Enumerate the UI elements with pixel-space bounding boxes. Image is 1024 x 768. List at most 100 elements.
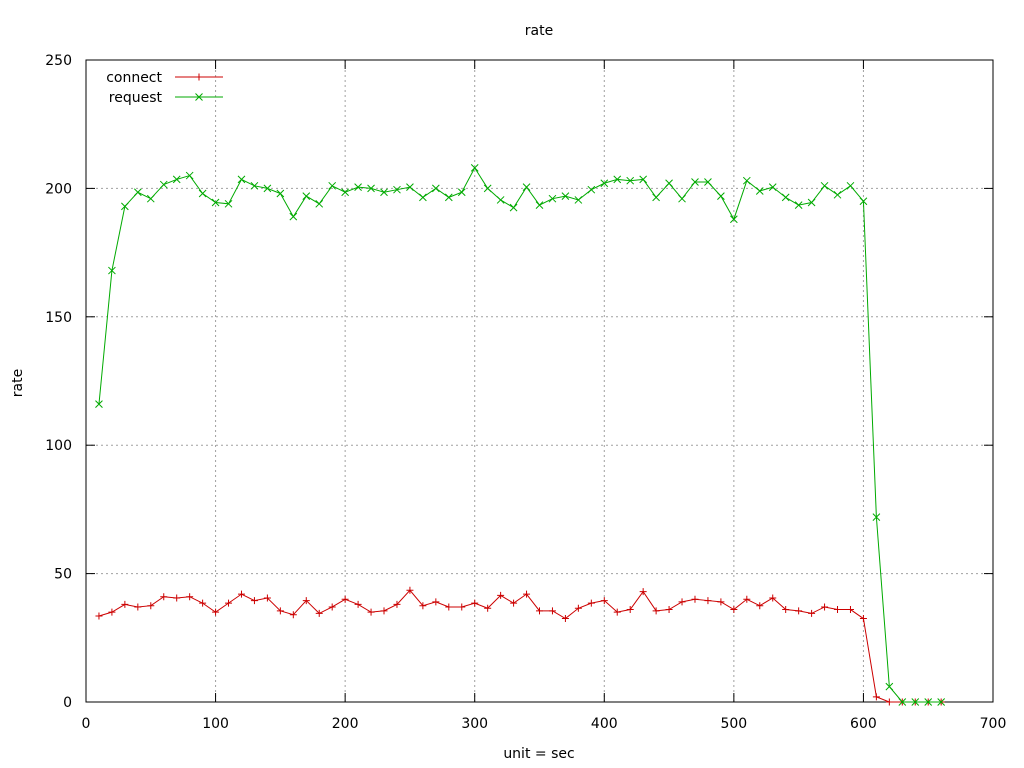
x-tick-labels: 0 100 200 300 400 500 600 700 [82,716,1007,732]
data-point-request [885,682,894,691]
data-point-request [846,181,855,190]
y-tick-label: 250 [45,53,72,69]
data-point-connect [782,606,790,614]
data-point-connect [250,597,258,605]
data-point-connect [354,600,362,608]
x-tick-label: 200 [332,716,359,732]
data-point-request [367,184,375,193]
data-point-request [496,196,505,204]
data-point-connect [367,608,375,616]
data-point-connect [536,607,543,615]
data-point-connect [574,604,582,612]
data-point-request [108,266,116,275]
data-point-request [198,189,207,198]
data-point-request [742,176,751,185]
data-point-connect [730,606,738,614]
data-point-connect [691,595,699,603]
data-point-connect [872,693,880,701]
data-point-request [794,201,803,209]
data-point-request [522,183,531,191]
y-tick-label: 200 [45,181,72,197]
data-point-request [457,188,466,197]
legend-marker-request [195,93,203,101]
data-point-connect [652,607,660,615]
legend-label-connect: connect [106,70,162,86]
data-point-request [561,192,570,200]
plot-frame [85,59,994,703]
data-point-request [380,188,388,197]
data-point-request [315,199,324,208]
x-tick-label: 300 [461,716,488,732]
data-point-request [652,193,660,202]
data-point-request [626,176,635,185]
data-point-request [820,181,829,190]
data-point-request [548,194,557,203]
legend-marker-connect [195,73,203,81]
data-point-request [444,193,453,202]
x-axis-label: unit = sec [503,746,574,762]
data-point-connect [600,597,608,605]
data-point-connect [639,588,647,596]
data-point-connect [561,615,569,623]
data-point-request [924,698,933,706]
data-point-connect [199,599,207,607]
data-point-request [185,171,194,180]
data-point-request [872,513,881,521]
data-point-request [328,181,337,190]
grid [86,60,993,702]
data-point-request [250,181,259,190]
x-tick-label: 0 [82,716,91,732]
data-point-request [276,189,285,198]
data-point-request [613,175,622,184]
data-point-connect [678,598,686,606]
x-tick-label: 400 [591,716,618,732]
data-point-request [211,198,220,207]
data-point-connect [523,590,531,598]
data-point-request [146,194,155,203]
data-point-request [781,193,790,202]
data-point-request [833,190,842,199]
data-point-connect [419,602,427,610]
data-point-request [302,192,311,200]
series [95,164,946,706]
data-point-connect [743,595,751,603]
data-point-request [341,188,349,197]
data-point-connect [885,698,893,706]
data-point-connect [432,598,440,606]
data-point-request [224,199,233,208]
data-point-request [483,184,492,193]
data-point-connect [225,599,233,607]
x-tick-label: 100 [202,716,229,732]
data-point-connect [276,607,284,615]
data-point-request [691,178,699,186]
data-point-connect [289,611,297,619]
series-line-connect [98,589,942,703]
data-point-connect [484,604,492,612]
data-point-request [730,215,738,224]
data-point-connect [328,603,336,611]
data-point-connect [393,600,401,608]
x-tick-label: 500 [720,716,747,732]
data-point-request [665,179,673,188]
data-point-connect [808,609,816,617]
data-point-request [470,164,479,172]
data-point-request [237,175,246,184]
data-point-request [768,183,777,191]
series-line-request [98,166,942,703]
data-point-connect [380,607,388,615]
data-point-connect [859,615,867,623]
data-point-request [431,184,440,193]
data-point-request [289,212,298,221]
data-point-request [587,185,596,194]
data-point-request [263,184,272,193]
data-point-request [600,179,609,188]
data-point-connect [769,594,777,602]
data-point-request [354,183,362,191]
data-point-request [898,698,907,706]
data-point-connect [315,609,323,617]
data-point-connect [613,608,621,616]
x-tick-label: 600 [850,716,877,732]
data-point-connect [173,594,181,602]
data-point-connect [497,591,505,599]
